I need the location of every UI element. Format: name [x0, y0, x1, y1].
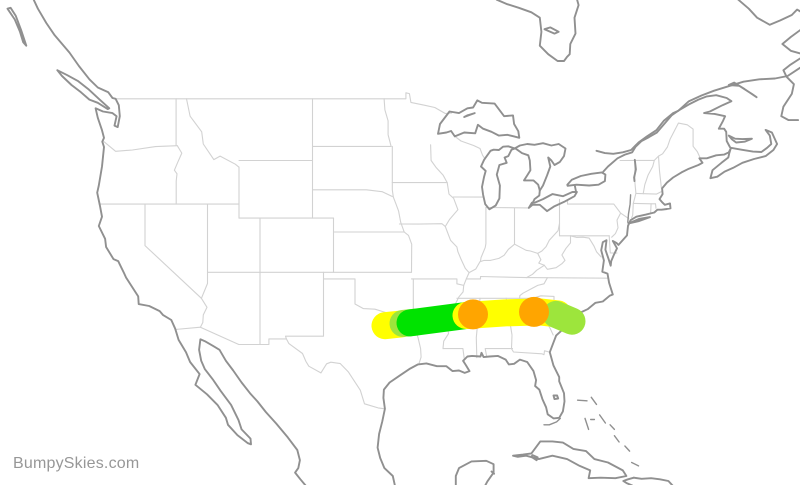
coastline [454, 459, 495, 485]
state-border [510, 348, 551, 356]
state-border [322, 278, 414, 317]
coastline [6, 6, 28, 47]
state-border [619, 122, 701, 162]
coastline [480, 145, 516, 211]
coastline [632, 476, 674, 485]
coastline [514, 147, 541, 192]
state-border [103, 141, 178, 152]
coastline [709, 128, 779, 180]
state-border [144, 203, 202, 299]
state-border [398, 223, 446, 228]
coastline [437, 99, 521, 139]
coastline [781, 29, 800, 55]
state-border [185, 98, 240, 168]
state-border [566, 199, 622, 238]
coastline [595, 66, 800, 155]
state-border [650, 203, 652, 214]
state-border [525, 277, 609, 279]
coastline [543, 26, 560, 35]
state-border [657, 155, 662, 189]
state-border [479, 206, 487, 262]
coastline-layer [6, 0, 800, 485]
state-border [455, 136, 486, 160]
state-border [543, 235, 572, 270]
coastline [602, 94, 733, 173]
state-border [410, 278, 465, 286]
route-segment-5 [542, 300, 586, 335]
coastline [613, 435, 620, 443]
turbulence-markers [458, 296, 549, 330]
state-border [654, 203, 657, 209]
coastline [627, 194, 632, 223]
coastline [576, 399, 588, 402]
state-border [519, 277, 548, 300]
coastline [566, 171, 607, 187]
turbulence-marker-2 [519, 296, 549, 327]
state-border [311, 189, 393, 198]
coastline [495, 0, 580, 62]
state-border [174, 326, 386, 410]
state-border [332, 145, 405, 233]
coastline [727, 134, 753, 144]
state-border [484, 348, 514, 358]
coastline [584, 417, 590, 431]
coastline [631, 461, 640, 467]
state-border [173, 145, 183, 205]
state-border [635, 191, 662, 195]
state-border [113, 92, 453, 115]
coastline [727, 81, 758, 99]
state-border [525, 264, 545, 279]
coastline [552, 394, 560, 401]
state-border [537, 252, 545, 266]
state-border [284, 271, 325, 340]
coastline [32, 0, 307, 485]
coastline [590, 396, 598, 406]
state-border [468, 222, 561, 274]
coastline [530, 454, 539, 462]
coastline [633, 158, 637, 183]
coastline [598, 414, 607, 424]
coastline [609, 424, 616, 431]
state-border [620, 212, 630, 220]
coastline [527, 191, 578, 213]
coastline [573, 185, 577, 193]
state-border [383, 98, 392, 147]
state-border [199, 297, 208, 328]
state-border [465, 275, 528, 280]
state-border [200, 203, 209, 299]
bumpyskies-watermark: BumpySkies.com [13, 455, 140, 472]
turbulence-marker-1 [458, 299, 488, 330]
coastline [512, 440, 628, 480]
coastline [543, 417, 561, 426]
coastline [622, 476, 635, 485]
coastline [56, 69, 111, 111]
coastline [624, 445, 631, 452]
state-border [442, 348, 465, 359]
coastline [780, 57, 800, 122]
coastline [463, 112, 476, 118]
state-border [569, 235, 602, 258]
coastline [627, 216, 651, 225]
coastline [737, 0, 800, 26]
state-border [403, 231, 413, 273]
coastline [376, 147, 732, 485]
coastline [490, 470, 496, 475]
coastline [514, 142, 567, 208]
state-border [642, 159, 655, 195]
